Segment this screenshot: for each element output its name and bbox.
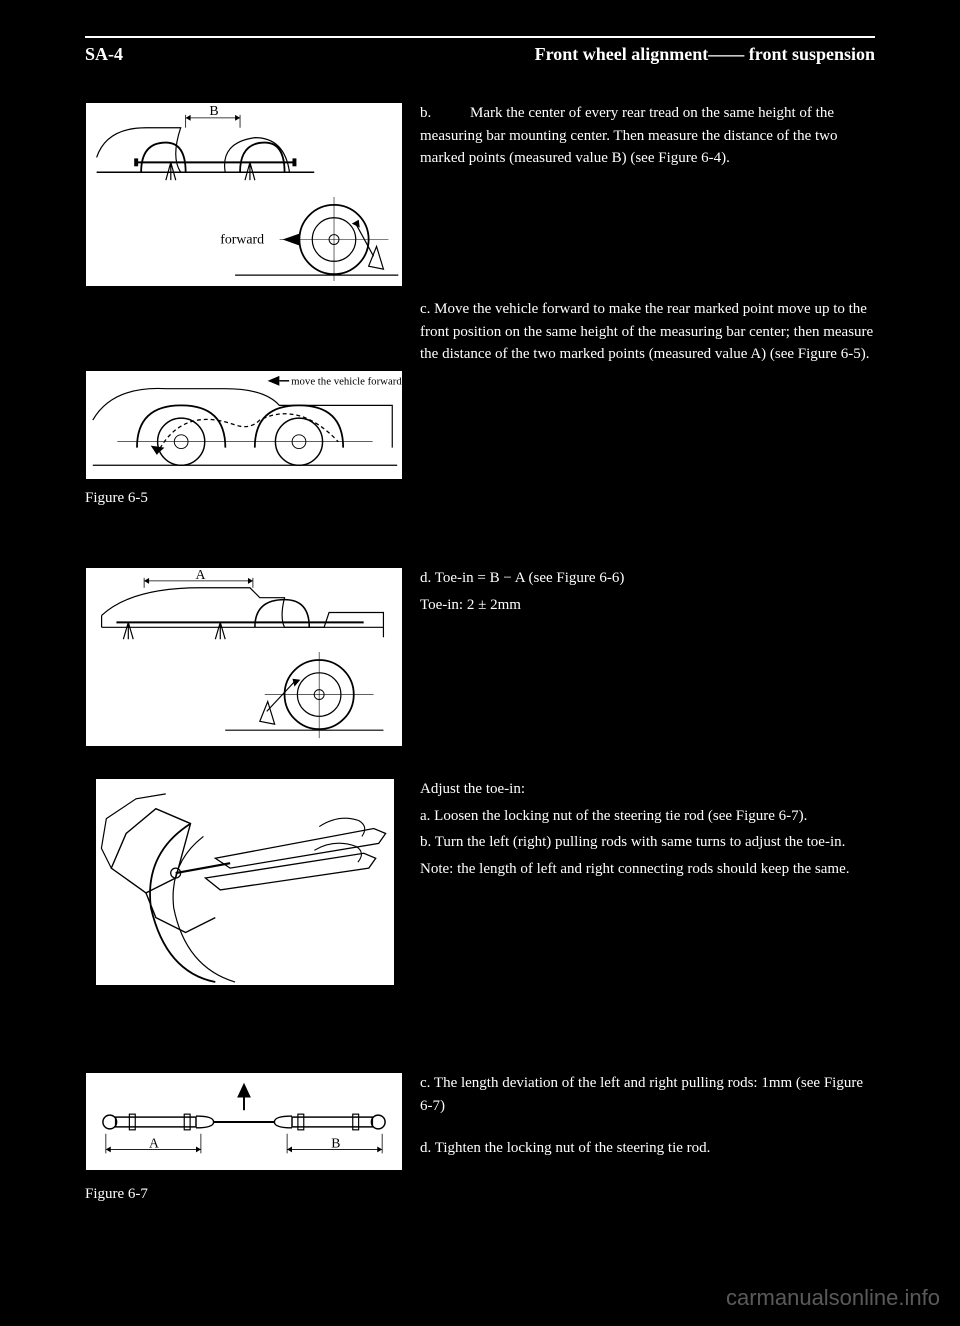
para-text: Loosen the locking nut of the steering t…: [434, 808, 807, 824]
figure5-label-a: A: [149, 1135, 159, 1150]
para-text: Mark the center of every rear tread on t…: [420, 105, 838, 166]
watermark: carmanualsonline.info: [726, 1285, 940, 1311]
paragraph-adjust: Adjust the toe-in: a. Loosen the locking…: [420, 778, 875, 880]
para-text: Move the vehicle forward to make the rea…: [420, 301, 873, 362]
figure-6-7-rods: A B: [85, 1072, 403, 1171]
para-lead: c.: [420, 1075, 430, 1091]
note-text: the length of left and right connecting …: [457, 861, 849, 877]
para-lead: d.: [420, 570, 431, 586]
para-text: Turn the left (right) pulling rods with …: [435, 834, 846, 850]
figure-6-5: move the vehicle forward: [85, 370, 403, 480]
page-number: SA-4: [85, 44, 123, 65]
figure5-label-b: B: [331, 1135, 340, 1150]
figure-label-move: move the vehicle forward: [291, 376, 402, 388]
paragraph-c: c. Move the vehicle forward to make the …: [420, 298, 875, 366]
para-lead: b.: [420, 834, 431, 850]
figure-label-forward: forward: [220, 231, 264, 246]
spec-text: Toe-in: 2 ± 2mm: [420, 594, 875, 617]
para-text: Tighten the locking nut of the steering …: [435, 1140, 711, 1156]
figure-6-7-detail: [95, 778, 395, 986]
para-lead: d.: [420, 1140, 431, 1156]
para-lead: a.: [420, 808, 430, 824]
figure-label-a: A: [196, 568, 206, 582]
para-lead: c.: [420, 301, 430, 317]
paragraph-d: d. Toe-in = B − A (see Figure 6-6) Toe-i…: [420, 567, 875, 616]
para-text: Toe-in = B − A (see Figure 6-6): [435, 570, 625, 586]
para-lead: b.: [420, 105, 431, 121]
heading-adjust: Adjust the toe-in:: [420, 778, 875, 801]
figure-6-4: B forward: [85, 102, 403, 287]
para-text: The length deviation of the left and rig…: [420, 1075, 863, 1114]
figure-caption-6-7: Figure 6-7: [85, 1186, 148, 1203]
page-title: Front wheel alignment—— front suspension: [535, 44, 875, 65]
figure-label-b: B: [209, 103, 218, 118]
paragraph-b: b. Mark the center of every rear tread o…: [420, 102, 875, 170]
figure-caption-6-5: Figure 6-5: [85, 490, 148, 507]
paragraph-c2: c. The length deviation of the left and …: [420, 1072, 875, 1160]
figure-6-6: A: [85, 567, 403, 747]
header-divider: [85, 36, 875, 38]
note-lead: Note:: [420, 861, 453, 877]
